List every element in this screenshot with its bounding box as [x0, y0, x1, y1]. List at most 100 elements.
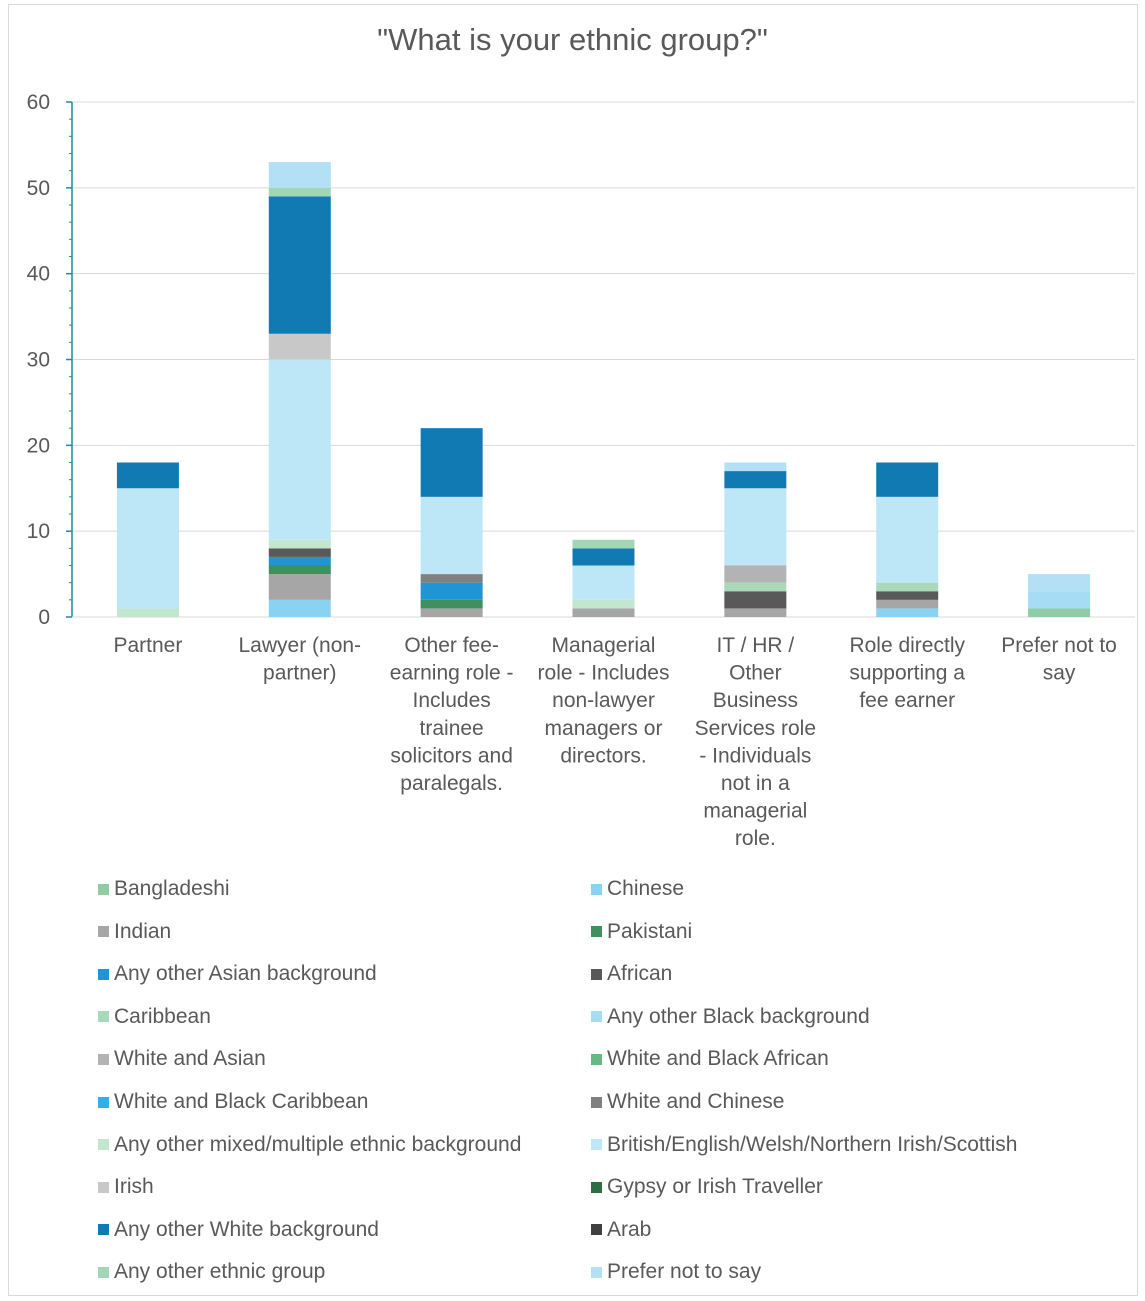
legend-swatch — [98, 1096, 109, 1108]
bar-segment — [724, 582, 787, 592]
legend-item: White and Asian — [98, 1046, 266, 1072]
bar-segment — [876, 608, 939, 617]
legend-item: White and Black Caribbean — [98, 1089, 368, 1115]
bar-segment — [572, 539, 635, 549]
y-tick-label: 20 — [27, 434, 50, 457]
legend-label: African — [607, 962, 673, 986]
x-category-label: Other fee-earning role -Includes trainee s… — [390, 634, 514, 795]
bar-segment — [268, 565, 331, 575]
legend-swatch — [591, 883, 602, 895]
bar-segment — [268, 556, 331, 566]
bar-segment — [572, 565, 635, 600]
bar-segment — [876, 582, 939, 592]
legend-swatch — [591, 1266, 602, 1278]
bar-segment — [572, 599, 635, 609]
legend-swatch — [591, 926, 602, 938]
bar-segment — [724, 591, 787, 609]
legend-swatch — [98, 1011, 109, 1023]
bar-segment — [420, 608, 483, 617]
legend-label: Indian — [114, 919, 172, 943]
x-category-label: Prefer not to say — [1001, 634, 1117, 685]
bar-segment — [876, 496, 939, 583]
x-category-label: Role directly supporting a fee earner — [849, 634, 965, 712]
x-category-label: Partner — [113, 634, 182, 657]
legend-swatch — [591, 1224, 602, 1236]
legend-item: Any other ethnic group — [98, 1259, 325, 1285]
legend-item: White and Black African — [591, 1046, 829, 1072]
bar-segment — [572, 608, 635, 617]
y-tick-label: 50 — [27, 177, 50, 200]
chart-frame — [8, 4, 1138, 1296]
legend-label: Any other White background — [114, 1217, 379, 1241]
y-tick-label: 60 — [27, 91, 50, 114]
stacked-bar-chart: 0 10 20 30 40 50 60 Partner Lawyer (non-partner)… — [27, 91, 1135, 850]
legend-swatch — [98, 1053, 109, 1065]
legend-item: Bangladeshi — [98, 876, 230, 902]
legend-swatch — [591, 1181, 602, 1193]
legend-label: White and Chinese — [607, 1090, 785, 1113]
legend-item: Chinese — [591, 876, 684, 902]
bar-segment — [724, 471, 787, 489]
bar-segment — [876, 591, 939, 600]
legend-label: Gypsy or Irish Traveller — [607, 1175, 823, 1199]
bar-segment — [572, 548, 635, 566]
legend-item: Any other Black background — [591, 1004, 870, 1030]
bar-segment — [268, 196, 331, 334]
legend-label: Any other Asian background — [114, 962, 377, 986]
bar-segment — [1028, 591, 1091, 609]
legend-swatch — [591, 968, 602, 980]
legend-item: Gypsy or Irish Traveller — [591, 1174, 823, 1200]
bar-segment — [420, 496, 483, 575]
legend-swatch — [98, 1181, 109, 1193]
x-category-label: IT / HR / Other Business Services role - Ind… — [695, 634, 816, 850]
bar-segment — [420, 599, 483, 609]
legend-item: White and Chinese — [591, 1089, 784, 1115]
bar-segment — [268, 548, 331, 557]
bar-segment — [420, 428, 483, 497]
legend-swatch — [98, 926, 109, 938]
legend-item: African — [591, 961, 672, 987]
legend-label: White and Black Caribbean — [114, 1090, 369, 1113]
bar-segment — [420, 574, 483, 583]
legend-swatch — [98, 1266, 109, 1278]
legend-item: Arab — [591, 1217, 651, 1243]
legend-item: Any other White background — [98, 1217, 379, 1243]
bar-segment — [876, 599, 939, 609]
bar-segment — [876, 462, 939, 497]
y-tick-label: 0 — [38, 606, 50, 629]
bar-segment — [1028, 608, 1091, 617]
legend-label: Bangladeshi — [114, 877, 230, 900]
legend-label: Any other Black background — [607, 1004, 870, 1028]
legend-label: Pakistani — [607, 919, 693, 943]
bar-segment — [724, 488, 787, 566]
bar-segment — [724, 565, 787, 583]
legend-swatch — [591, 1139, 602, 1151]
legend-item: Any other mixed/multiple ethnic backgrou… — [98, 1132, 521, 1158]
y-tick-label: 10 — [27, 520, 50, 543]
legend-label: Irish — [114, 1175, 154, 1199]
legend-label: White and Black African — [607, 1047, 829, 1071]
legend-label: Arab — [607, 1217, 652, 1241]
bar-segment — [116, 608, 179, 617]
y-tick-label: 40 — [27, 263, 50, 286]
bar-segment — [724, 462, 787, 472]
x-category-label: Managerial role - Includes non-lawyer manag… — [538, 634, 670, 767]
legend-item: Any other Asian background — [98, 961, 377, 987]
legend-label: Caribbean — [114, 1004, 211, 1028]
bar-segment — [268, 574, 331, 600]
bar-segment — [116, 488, 179, 609]
legend-label: British/English/Welsh/Northern Irish/Sco… — [607, 1132, 1018, 1156]
bar-segment — [268, 187, 331, 197]
legend-swatch — [98, 1224, 109, 1236]
bar-segment — [724, 608, 787, 617]
y-tick-label: 30 — [27, 349, 50, 372]
legend-label: Chinese — [607, 877, 685, 900]
legend-label: Any other ethnic group — [114, 1260, 326, 1284]
legend-swatch — [591, 1011, 602, 1023]
legend-swatch — [98, 968, 109, 980]
chart-title: "What is your ethnic group?" — [377, 22, 768, 57]
legend-label: Any other mixed/multiple ethnic backgrou… — [114, 1132, 522, 1156]
legend-item: Caribbean — [98, 1004, 211, 1030]
legend-swatch — [98, 1139, 109, 1151]
bar-segment — [268, 162, 331, 188]
